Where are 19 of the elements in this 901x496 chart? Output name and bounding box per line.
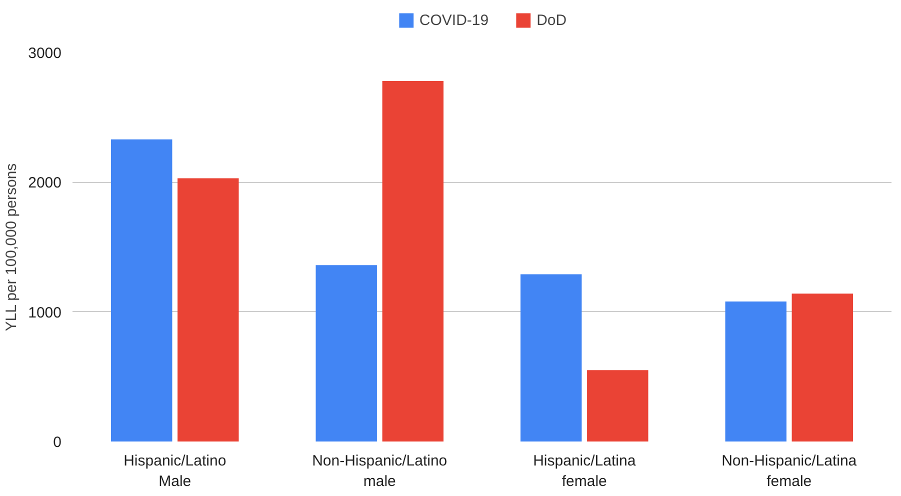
bar [587,370,648,442]
bar [382,81,444,442]
bar [792,294,854,442]
x-tick-label: Hispanic/Latino Male [124,452,226,490]
bar [520,274,582,442]
bar [178,178,239,442]
legend-label: DoD [536,12,567,28]
x-tick-label: Non-Hispanic/Latino male [312,452,448,490]
bar [110,139,172,442]
bar [316,265,377,442]
x-tick-label: Hispanic/Latina female [533,452,636,490]
y-tick-label: 0 [53,434,62,451]
y-axis-title: YLL per 100,000 persons [3,163,20,332]
y-tick-label: 2000 [28,174,62,192]
x-tick-label: Non-Hispanic/Latina female [722,452,858,490]
y-tick-label: 1000 [28,304,62,322]
legend-label: COVID-19 [419,12,489,28]
y-tick-label: 3000 [28,45,62,62]
bar [725,301,786,442]
